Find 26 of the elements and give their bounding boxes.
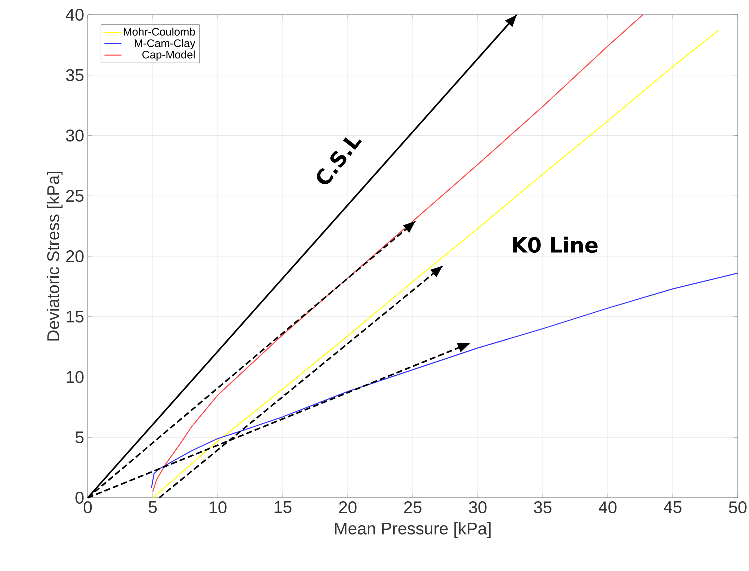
y-tick-label: 40 — [66, 9, 84, 21]
legend-label: Mohr-Coulomb — [124, 28, 196, 36]
x-tick-label: 15 — [274, 502, 292, 514]
x-axis-title: Mean Pressure [kPa] — [335, 522, 491, 538]
x-tick-label: 30 — [469, 502, 487, 514]
x-tick-label: 20 — [339, 502, 357, 514]
x-tick-label: 50 — [729, 502, 747, 514]
x-tick-label: 25 — [404, 502, 422, 514]
legend-label: Cap-Model — [142, 50, 195, 61]
x-tick-label: 45 — [664, 502, 682, 514]
annotation: K0 Line — [513, 236, 598, 254]
x-tick-label: 10 — [210, 502, 227, 514]
y-tick-label: 20 — [66, 250, 84, 262]
x-tick-label: 5 — [148, 502, 157, 514]
y-axis-title: Deviatoric Stress [kPa] — [47, 172, 63, 341]
y-tick-label: 5 — [76, 432, 84, 444]
y-tick-label: 15 — [66, 310, 84, 323]
y-tick-label: 35 — [66, 69, 84, 82]
y-tick-label: 25 — [66, 190, 84, 202]
y-tick-label: 10 — [66, 371, 84, 384]
legend-label: M-Cam-Clay — [135, 39, 196, 50]
x-tick-label: 35 — [534, 502, 552, 514]
y-tick-label: 30 — [66, 130, 84, 142]
x-tick-label: 40 — [598, 502, 617, 514]
y-tick-label: 0 — [76, 492, 84, 504]
x-tick-label: 0 — [84, 502, 92, 514]
